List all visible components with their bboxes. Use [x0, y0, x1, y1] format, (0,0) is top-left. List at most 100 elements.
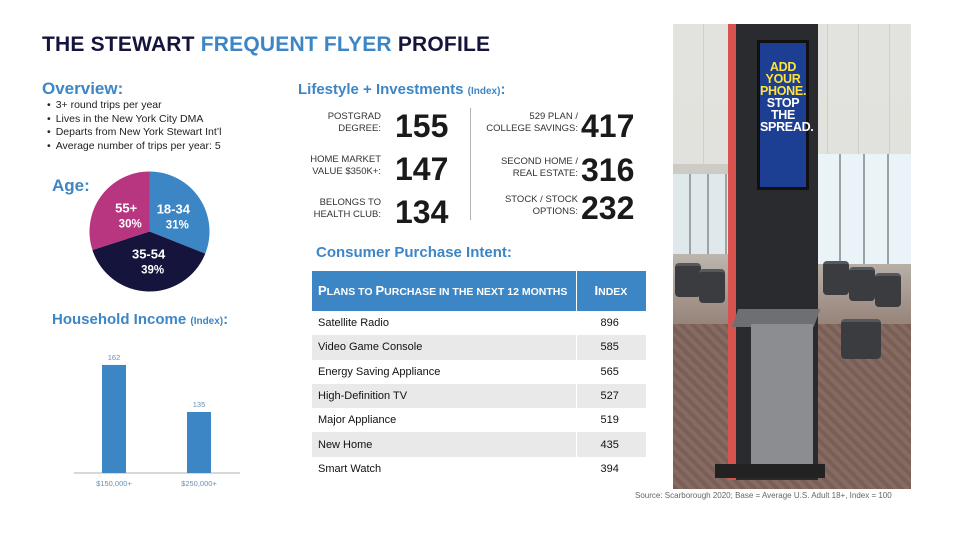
kiosk-screen-text: ADD YOUR PHONE. STOP THE SPREAD.: [760, 60, 814, 134]
age-heading: Age:: [52, 176, 90, 195]
column-header-index: INDEX: [576, 271, 646, 311]
kiosk-base: [715, 464, 825, 478]
list-item: 3+ round trips per year: [47, 99, 221, 113]
row-item: High-Definition TV: [312, 383, 577, 409]
screen-line: PHONE.: [760, 84, 807, 98]
category-tick-label: $250,000+: [181, 479, 217, 488]
table-row: Video Game Console 585: [312, 335, 646, 360]
stat-label-529-plan: 529 PLAN / COLLEGE SAVINGS:: [486, 111, 578, 134]
lifestyle-heading-index: (Index): [467, 86, 501, 97]
stat-label-line: OPTIONS:: [532, 205, 578, 217]
purchase-intent-table: PLANS TO PURCHASE IN THE NEXT 12 MONTHS …: [312, 271, 646, 482]
seat: [823, 261, 849, 295]
kiosk-lower-panel: [751, 324, 813, 464]
stat-label-stock: STOCK / STOCK OPTIONS:: [505, 194, 578, 217]
row-item: Satellite Radio: [312, 311, 577, 336]
overview-heading: Overview:: [42, 79, 124, 98]
seat: [875, 273, 901, 307]
screen-line: SPREAD.: [760, 120, 814, 134]
stat-label-health-club: BELONGS TO HEALTH CLUB:: [314, 197, 381, 220]
screen-line: ADD: [769, 60, 797, 74]
source-note: Source: Scarborough 2020; Base = Average…: [635, 491, 892, 500]
page-title: THE STEWART FREQUENT FLYER PROFILE: [42, 33, 490, 57]
income-heading-colon: :: [223, 311, 229, 328]
row-index: 394: [600, 462, 619, 475]
category-tick-label: $150,000+: [96, 479, 132, 488]
seat: [699, 269, 725, 303]
pie-slice-18-34: [149, 171, 210, 254]
table-row: New Home 435: [312, 432, 646, 457]
row-item: Major Appliance: [312, 408, 577, 433]
pie-value-label: 30%: [119, 219, 142, 231]
photo-window-left: [673, 174, 728, 254]
income-bar-chart: 162 $150,000+ 135 $250,000+: [74, 353, 240, 488]
seat: [849, 267, 875, 301]
stat-value-home-market: 147: [395, 151, 449, 187]
header-initial: P: [318, 282, 327, 298]
table-row: Satellite Radio 896: [312, 311, 646, 336]
pie-value-label: 39%: [141, 264, 164, 276]
list-item: Lives in the New York City DMA: [47, 113, 221, 127]
row-index: 519: [600, 414, 619, 427]
stat-label-line: HEALTH CLUB:: [313, 208, 381, 220]
stat-label-postgrad: POSTGRAD DEGREE:: [328, 111, 381, 134]
stat-label-second-home: SECOND HOME / REAL ESTATE:: [501, 156, 578, 179]
income-heading: Household Income (Index):: [52, 311, 228, 328]
income-heading-index: (Index): [190, 316, 224, 327]
stat-label-line: VALUE $350K+:: [312, 165, 381, 177]
stat-value-stock: 232: [581, 190, 635, 226]
stat-label-line: COLLEGE SAVINGS:: [486, 122, 578, 134]
pie-value-label: 31%: [166, 219, 189, 231]
stat-label-line: REAL ESTATE:: [512, 167, 578, 179]
screen-line: STOP: [766, 96, 800, 110]
kiosk-screen: ADD YOUR PHONE. STOP THE SPREAD.: [757, 40, 814, 190]
row-item: Video Game Console: [312, 335, 577, 360]
pie-slice-35-54: [92, 231, 206, 292]
overview-list: 3+ round trips per year Lives in the New…: [47, 99, 222, 153]
stat-label-line: STOCK / STOCK: [504, 194, 578, 205]
row-item: Smart Watch: [312, 456, 577, 482]
bar: [102, 364, 126, 473]
table-row: High-Definition TV 527: [312, 383, 646, 409]
stat-value-health-club: 134: [395, 194, 449, 230]
pie-slice-55-: [89, 171, 150, 251]
row-index: 585: [576, 335, 646, 360]
stat-label-line: DEGREE:: [338, 122, 381, 134]
column-header-plans: PLANS TO PURCHASE IN THE NEXT 12 MONTHS: [312, 271, 577, 311]
screen-line: THE: [770, 108, 796, 122]
header-text: URCHASE IN THE NEXT 12 MONTHS: [384, 285, 568, 298]
list-item: Departs from New York Stewart Int’l: [47, 126, 222, 140]
bar-value-label: 162: [108, 353, 121, 362]
airport-kiosk-photo: ADD YOUR PHONE. STOP THE SPREAD.: [673, 24, 911, 489]
row-index: 565: [600, 365, 619, 378]
stat-label-line: HOME MARKET: [310, 154, 381, 165]
pie-label: 18-34: [157, 201, 191, 216]
seat: [841, 319, 881, 359]
bar-value-label: 135: [193, 400, 206, 409]
stat-label-line: BELONGS TO: [319, 197, 381, 208]
lifestyle-heading: Lifestyle + Investments (Index):: [298, 81, 505, 98]
header-text: NDEX: [598, 285, 628, 298]
bar: [187, 412, 211, 473]
pie-label: 55+: [115, 201, 137, 216]
stats-divider: [470, 108, 471, 220]
stat-value-529-plan: 417: [581, 108, 635, 144]
title-accent: FREQUENT FLYER: [200, 33, 392, 56]
row-index: 896: [600, 317, 619, 330]
header-text: LANS TO: [326, 285, 376, 298]
lifestyle-heading-colon: :: [500, 81, 506, 98]
seat: [675, 263, 701, 297]
title-prefix: THE STEWART: [42, 33, 201, 56]
header-initial: P: [375, 282, 385, 298]
photo-seats: [673, 249, 911, 359]
title-suffix: PROFILE: [391, 33, 491, 56]
stat-label-line: SECOND HOME /: [500, 156, 578, 167]
table-row: Energy Saving Appliance 565: [312, 359, 646, 384]
table-row: Smart Watch 394: [312, 456, 646, 482]
age-pie-chart: 18-34 31% 35-54 39% 55+ 30%: [89, 171, 210, 292]
stat-value-postgrad: 155: [395, 108, 449, 144]
stat-label-line: 529 PLAN /: [529, 111, 578, 122]
header-initial: I: [594, 282, 599, 298]
income-heading-text: Household Income: [52, 311, 191, 328]
row-index: 435: [576, 432, 646, 457]
